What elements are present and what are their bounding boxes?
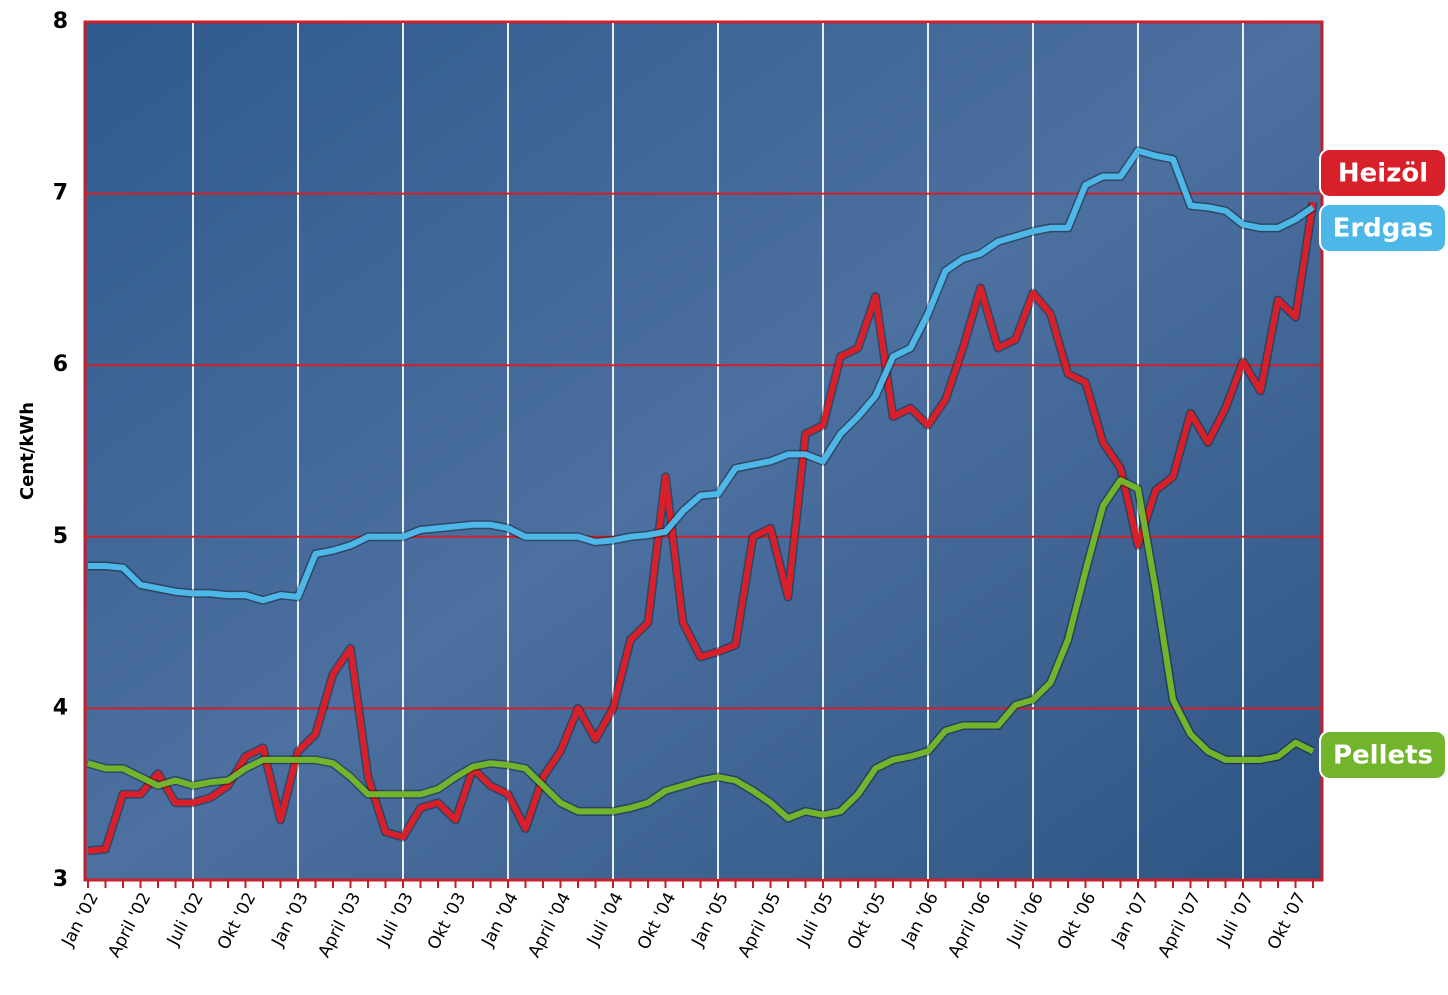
y-tick-label: 6 — [53, 352, 68, 377]
x-tick-label: Juli '03 — [373, 889, 418, 950]
legend-label: Pellets — [1333, 741, 1433, 771]
line — [87, 201, 1316, 854]
plot-area — [83, 20, 1324, 882]
legend-box — [1319, 148, 1447, 198]
x-tick-label: Juli '05 — [793, 889, 838, 950]
x-tick-label: Okt '02 — [214, 889, 261, 953]
x-tick-label: Jan '05 — [688, 889, 733, 950]
y-tick-label: 5 — [53, 524, 68, 549]
x-tick-label: April '03 — [315, 889, 366, 961]
x-tick-label: Okt '06 — [1054, 889, 1101, 953]
y-tick-label: 3 — [53, 867, 68, 892]
x-tick-label: April '06 — [945, 889, 996, 961]
x-tick-label: Jan '04 — [478, 889, 523, 950]
x-tick-label: Okt '03 — [424, 889, 471, 953]
y-tick-label: 4 — [53, 695, 68, 720]
x-tick-label: Juli '04 — [583, 889, 628, 950]
x-tick-label: April '05 — [735, 889, 786, 961]
y-tick-label: 7 — [53, 181, 68, 206]
y-tick-label: 8 — [53, 9, 68, 34]
x-tick-label: April '07 — [1155, 889, 1206, 961]
legend-item: Pellets — [1319, 730, 1447, 780]
x-tick-label: April '02 — [105, 889, 156, 961]
x-tick-label: Jan '07 — [1108, 889, 1153, 950]
y-axis-label: Cent/kWh — [17, 402, 38, 500]
x-tick-label: Jan '06 — [898, 889, 943, 950]
x-tick-label: Juli '06 — [1003, 889, 1048, 950]
line — [87, 477, 1315, 822]
x-tick-label: Juli '07 — [1213, 889, 1258, 950]
line — [88, 147, 1315, 604]
legend-label: Heizöl — [1338, 159, 1428, 189]
x-tick-label: Jan '02 — [58, 889, 103, 950]
legend-item: Erdgas — [1319, 203, 1447, 253]
legend-item: Heizöl — [1319, 148, 1447, 198]
x-tick-label: Juli '02 — [163, 889, 208, 950]
legend-box — [1319, 203, 1447, 253]
legend-label: Erdgas — [1333, 214, 1434, 244]
x-tick-label: Okt '07 — [1264, 889, 1311, 953]
x-tick-label: Okt '05 — [844, 889, 891, 953]
x-tick-label: April '04 — [525, 889, 576, 961]
x-tick-label: Okt '04 — [634, 889, 681, 953]
legend-box — [1319, 730, 1447, 780]
x-tick-label: Jan '03 — [268, 889, 313, 950]
